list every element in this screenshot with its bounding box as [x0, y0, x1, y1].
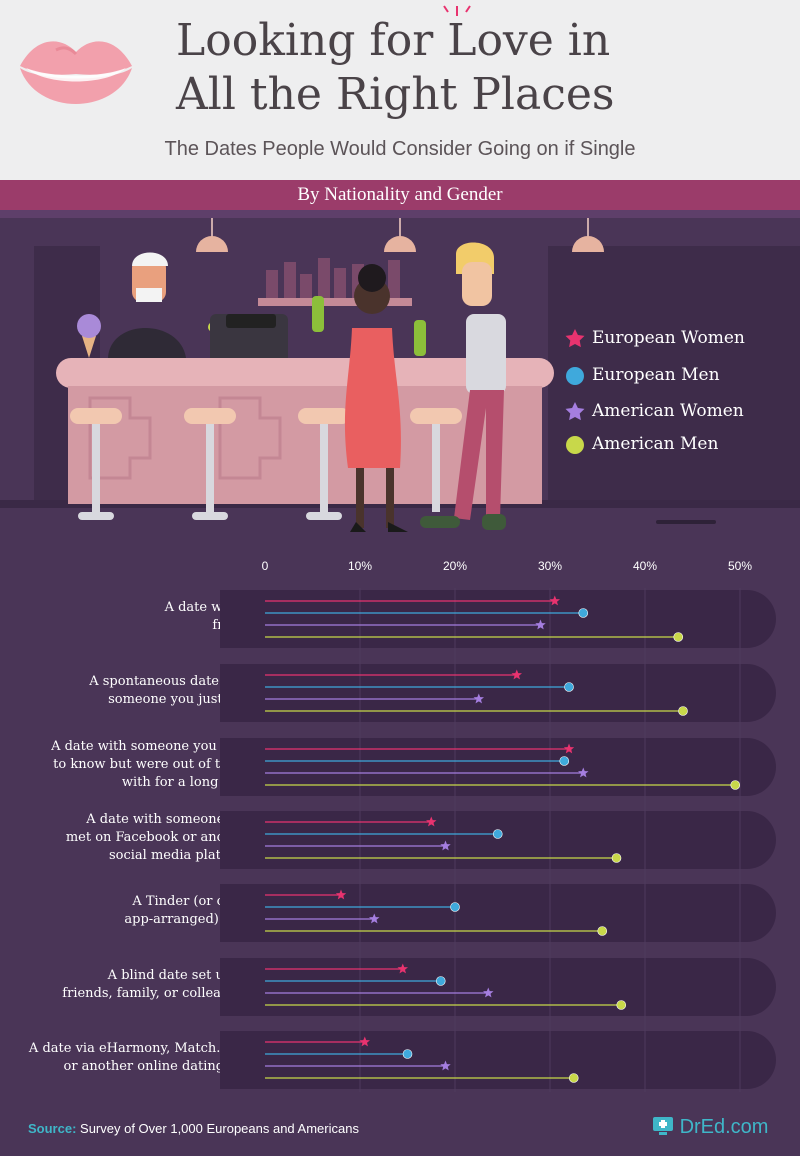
data-point-circle — [402, 1049, 413, 1059]
source-key: Source: — [28, 1121, 77, 1136]
data-point-circle — [730, 780, 741, 790]
category-label-line: A Tinder (or other — [132, 894, 252, 909]
category-label: A date via eHarmony, Match.com, or anothe… — [2, 1040, 252, 1076]
data-point-star — [563, 743, 575, 754]
category-label-line: A date with someone you — [86, 812, 252, 827]
category-label: A Tinder (or other app-arranged) date — [2, 893, 252, 929]
row-panel — [220, 811, 776, 869]
row-panel — [220, 590, 776, 648]
category-label-line: with for a long time — [121, 775, 252, 790]
category-label-line: to know but were out of touch — [53, 757, 252, 772]
source-text: Survey of Over 1,000 Europeans and Ameri… — [80, 1121, 359, 1136]
data-point-star — [426, 816, 437, 827]
data-point-star — [578, 767, 589, 778]
legend-item-american-women: American Women — [564, 399, 784, 425]
category-label: A spontaneous date with someone you just … — [2, 673, 252, 709]
band-shadow — [0, 210, 800, 218]
star-icon — [565, 329, 585, 348]
title-line-1: Looking for Love in — [176, 15, 611, 66]
category-label-line: A date with someone you used — [51, 739, 252, 754]
category-label: A date with someone you used to know but … — [2, 738, 252, 792]
row-panel — [220, 958, 776, 1016]
data-point-star — [440, 840, 451, 851]
category-label: A blind date set up by friends, family, o… — [2, 967, 252, 1003]
source-note: Source: Survey of Over 1,000 Europeans a… — [28, 1121, 359, 1136]
category-label-line: A blind date set up by — [107, 968, 252, 983]
love-accent-icon — [443, 5, 471, 16]
tick-label: 20% — [442, 559, 468, 573]
category-label-line: friends, family, or colleagues — [62, 986, 252, 1001]
data-point-circle — [492, 829, 503, 839]
brand-text: DrEd.com — [679, 1116, 769, 1138]
legend-item-american-men: American Men — [564, 432, 784, 458]
bar-scene-illustration — [0, 218, 800, 558]
data-point-circle — [578, 608, 589, 618]
section-band: By Nationality and Gender — [0, 180, 800, 210]
data-point-circle — [450, 902, 460, 912]
data-point-star — [335, 889, 347, 900]
category-label: A date with a friend — [2, 599, 252, 635]
tick-label: 30% — [537, 559, 563, 573]
data-point-circle — [564, 682, 574, 692]
star-icon — [565, 402, 585, 421]
category-label-line: someone you just met — [108, 692, 252, 707]
data-point-circle — [435, 976, 446, 986]
category-label-line: friend — [212, 618, 252, 633]
row-panel — [220, 884, 776, 942]
tick-label: 50% — [727, 559, 753, 573]
category-label-line: A date via eHarmony, Match.com, — [28, 1041, 252, 1056]
category-label-line: met on Facebook or another — [65, 830, 252, 845]
data-point-circle — [568, 1073, 579, 1083]
data-point-star — [535, 619, 546, 630]
category-label-line: A date with a — [164, 600, 252, 615]
category-label-line: app-arranged) date — [124, 912, 252, 927]
data-point-star — [359, 1036, 370, 1047]
page-subtitle: The Dates People Would Consider Going on… — [164, 138, 636, 160]
monitor-icon — [653, 1117, 673, 1135]
row-panel — [220, 1031, 776, 1089]
tick-label: 10% — [347, 559, 373, 573]
legend-item-european-men: European Men — [564, 363, 784, 389]
tick-label: 0 — [261, 559, 269, 573]
data-point-star — [473, 693, 484, 704]
title-line-2: All the Right Places — [176, 69, 615, 120]
circle-icon — [566, 436, 584, 454]
page-title: Looking for Love in All the Right Places — [176, 14, 656, 122]
brand-logo[interactable]: DrEd.com — [652, 1116, 768, 1139]
data-point-star — [440, 1060, 451, 1071]
data-point-star — [549, 595, 560, 606]
category-label: A date with someone you met on Facebook o… — [2, 811, 252, 865]
data-point-circle — [678, 706, 688, 716]
data-point-star — [511, 669, 522, 680]
row-panel — [220, 738, 776, 796]
lips-icon — [20, 41, 132, 104]
category-label-line: A spontaneous date with — [89, 674, 252, 689]
header: Looking for Love in All the Right Places… — [0, 0, 800, 180]
category-label-line: social media platform — [109, 848, 252, 863]
data-point-star — [483, 987, 494, 998]
data-point-circle — [673, 632, 684, 642]
data-point-circle — [611, 853, 622, 863]
data-point-star — [369, 913, 380, 924]
data-point-circle — [559, 756, 570, 766]
row-panel — [220, 664, 776, 722]
data-point-circle — [616, 1000, 627, 1010]
data-point-circle — [597, 926, 608, 936]
legend-item-european-women: European Women — [564, 326, 784, 352]
data-point-star — [397, 963, 408, 974]
tick-label: 40% — [632, 559, 658, 573]
circle-icon — [566, 367, 584, 385]
category-label-line: or another online dating site — [63, 1059, 253, 1074]
